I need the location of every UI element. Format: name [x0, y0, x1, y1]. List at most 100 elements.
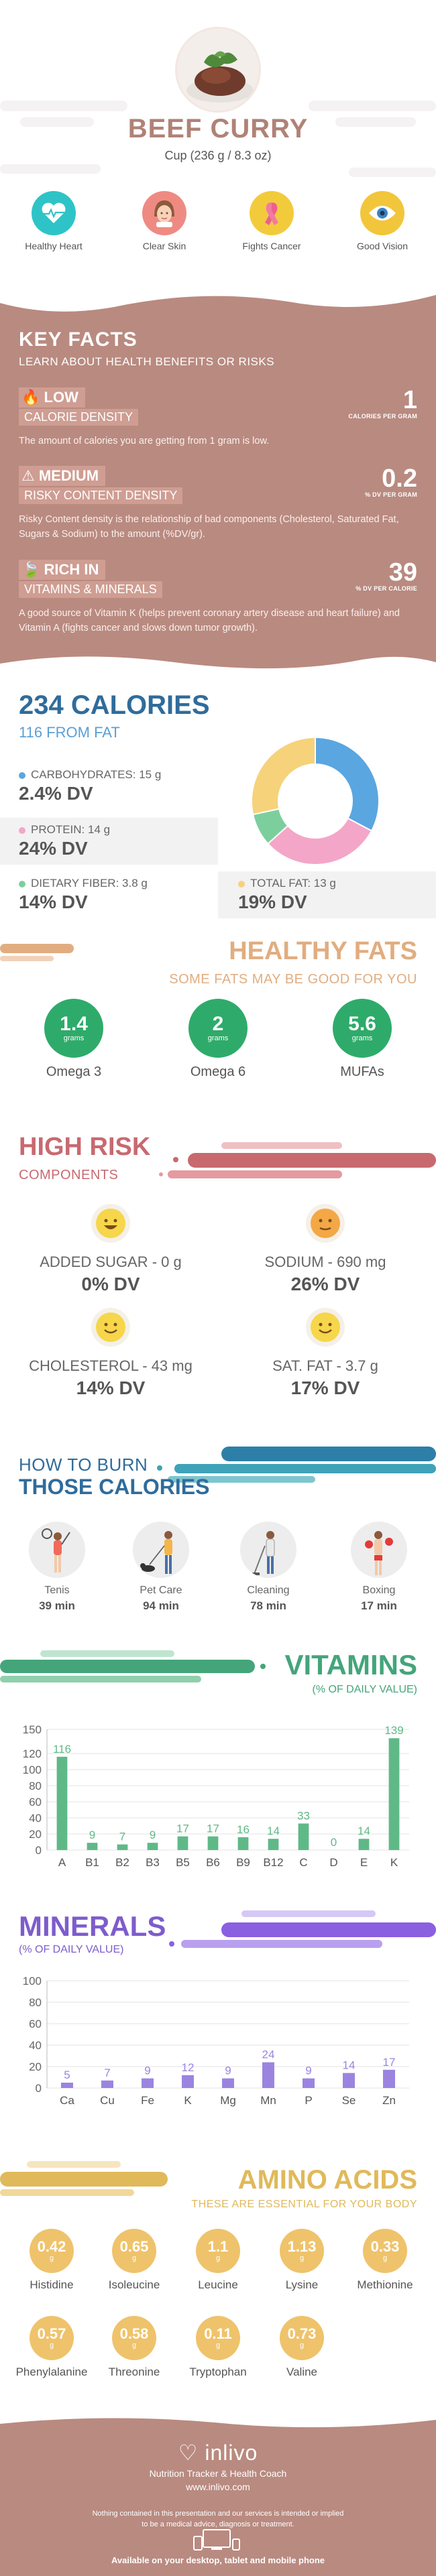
smile-face-icon — [91, 1308, 130, 1347]
amino-acids-title: AMINO ACIDS — [237, 2165, 417, 2195]
calories-from-fat: 116 FROM FAT — [19, 724, 120, 741]
amino-tryptophan: 0.11 g Tryptophan — [176, 2316, 260, 2379]
y-tick-label: 80 — [29, 1780, 42, 1792]
fat-mufas: 5.6 grams MUFAs — [315, 999, 409, 1080]
y-tick-label: 20 — [29, 2061, 42, 2073]
data-label: 139 — [384, 1724, 403, 1737]
bar-b3 — [147, 1843, 158, 1850]
amino-valine: 0.73 g Valine — [260, 2316, 343, 2379]
risk-label: SAT. FAT - 3.7 g — [272, 1357, 378, 1374]
fact-description: The amount of calories you are getting f… — [19, 436, 270, 446]
amino-decoration-bars — [0, 2161, 168, 2196]
bar-mn — [262, 2062, 274, 2088]
benefit-good-vision: Good Vision — [349, 191, 416, 252]
data-label: 116 — [53, 1743, 71, 1756]
activity-label: Pet Care — [140, 1585, 182, 1596]
fat-omega-6: 2 grams Omega 6 — [171, 999, 265, 1080]
x-tick-label: C — [299, 1856, 307, 1869]
amino-label: Valine — [286, 2366, 317, 2378]
y-tick-label: 100 — [23, 1764, 42, 1776]
page-title: BEEF CURRY — [127, 114, 309, 143]
dish-photo — [175, 27, 261, 113]
fact-vitamins-minerals: 🍃 RICH IN VITAMINS & MINERALS 39 % DV PE… — [19, 560, 417, 635]
brand-tagline: Nutrition Tracker & Health Coach — [149, 2468, 287, 2479]
amino-badge: 0.42 g — [30, 2229, 74, 2273]
x-tick-label: Se — [342, 2094, 356, 2107]
benefit-clear-skin: Clear Skin — [131, 191, 198, 252]
bar-b5 — [177, 1836, 188, 1850]
donut-slice-carbohydrates — [315, 736, 380, 832]
vitamins-subtitle: (% OF DAILY VALUE) — [312, 1684, 417, 1695]
risk-cholesterol: CHOLESTEROL - 43 mg 14% DV — [17, 1307, 205, 1399]
x-tick-label: B12 — [263, 1856, 283, 1869]
amino-histidine: 0.42 g Histidine — [10, 2229, 93, 2292]
bar-e — [358, 1839, 370, 1850]
x-tick-label: B9 — [236, 1856, 250, 1869]
amino-badge: 1.13 g — [280, 2229, 324, 2273]
fact-value: 1 CALORIES PER GRAM — [348, 386, 417, 420]
benefit-healthy-heart: Healthy Heart — [20, 191, 87, 252]
amino-threonine: 0.58 g Threonine — [93, 2316, 176, 2379]
bar-se — [343, 2073, 355, 2088]
burn-title-line1: HOW TO BURN — [19, 1455, 148, 1475]
macro-total-fat: TOTAL FAT: 13 g 19% DV — [218, 871, 436, 918]
fact-label: VITAMINS & MINERALS — [19, 581, 162, 598]
data-label: 14 — [343, 2059, 356, 2072]
fact-level: ⚠ MEDIUM — [19, 466, 106, 486]
y-tick-label: 100 — [23, 1975, 42, 1987]
fat-badge: 2 grams — [188, 999, 248, 1058]
fat-label: Omega 3 — [46, 1064, 102, 1079]
risk-label: SODIUM - 690 mg — [264, 1253, 386, 1270]
y-tick-label: 0 — [36, 2082, 42, 2095]
data-label: 33 — [297, 1809, 310, 1822]
x-tick-label: B1 — [85, 1856, 99, 1869]
fact-label: RISKY CONTENT DENSITY — [19, 487, 183, 504]
activity-label: Cleaning — [247, 1585, 290, 1596]
amino-lysine: 1.13 g Lysine — [260, 2229, 343, 2292]
bar-b12 — [268, 1839, 279, 1850]
protein-dot-icon — [19, 826, 25, 834]
activity-pet-care: Pet Care 94 min — [121, 1522, 201, 1613]
ribbon-icon — [250, 191, 294, 235]
dog-walker-icon — [133, 1522, 189, 1578]
y-tick-label: 120 — [23, 1747, 42, 1760]
risk-label: ADDED SUGAR - 0 g — [40, 1253, 182, 1270]
risk-value: 14% DV — [76, 1377, 146, 1398]
amino-badge: 1.1 g — [196, 2229, 240, 2273]
risk-added-sugar: ADDED SUGAR - 0 g 0% DV — [17, 1203, 205, 1295]
healthy-fats-section: HEALTHY FATS SOME FATS MAY BE GOOD FOR Y… — [0, 925, 436, 1126]
fact-value: 39 % DV PER CALORIE — [356, 558, 417, 592]
devices-icon — [193, 2529, 240, 2551]
minerals-title: MINERALS — [19, 1910, 166, 1942]
burn-decoration-bars — [157, 1447, 436, 1483]
brand-url[interactable]: www.inlivo.com — [186, 2481, 250, 2492]
y-tick-label: 40 — [29, 1812, 42, 1825]
activity-label: Boxing — [362, 1585, 396, 1596]
bar-b9 — [237, 1837, 249, 1850]
risk-sat-fat: SAT. FAT - 3.7 g 17% DV — [231, 1307, 419, 1399]
data-label: 16 — [237, 1823, 250, 1836]
x-tick-label: B2 — [115, 1856, 129, 1869]
x-tick-label: K — [184, 2094, 192, 2107]
key-facts-subtitle: LEARN ABOUT HEALTH BENEFITS OR RISKS — [19, 355, 275, 368]
x-tick-label: Ca — [60, 2094, 74, 2107]
amino-badge: 0.33 g — [363, 2229, 407, 2273]
eye-icon — [360, 191, 404, 235]
fact-risky-content: ⚠ MEDIUM RISKY CONTENT DENSITY 0.2 % DV … — [19, 466, 417, 542]
key-facts-bottom-wave — [0, 656, 436, 677]
data-label: 17 — [207, 1823, 219, 1835]
activity-tenis: Tenis 39 min — [17, 1522, 97, 1613]
benefit-label: Clear Skin — [142, 241, 186, 251]
x-tick-label: D — [329, 1856, 337, 1869]
y-tick-label: 150 — [23, 1723, 42, 1736]
amino-badge: 0.57 g — [30, 2316, 74, 2360]
data-label: 17 — [383, 2056, 396, 2069]
burn-calories-section: HOW TO BURN THOSE CALORIES Tenis 39 min … — [0, 1414, 436, 1636]
amino-label: Threonine — [108, 2366, 160, 2378]
x-tick-label: B3 — [146, 1856, 160, 1869]
key-facts-title: KEY FACTS — [19, 328, 138, 351]
risk-value: 26% DV — [290, 1274, 360, 1294]
x-tick-label: K — [390, 1856, 398, 1869]
y-tick-label: 0 — [36, 1844, 42, 1857]
burn-title-line2: THOSE CALORIES — [19, 1475, 210, 1499]
